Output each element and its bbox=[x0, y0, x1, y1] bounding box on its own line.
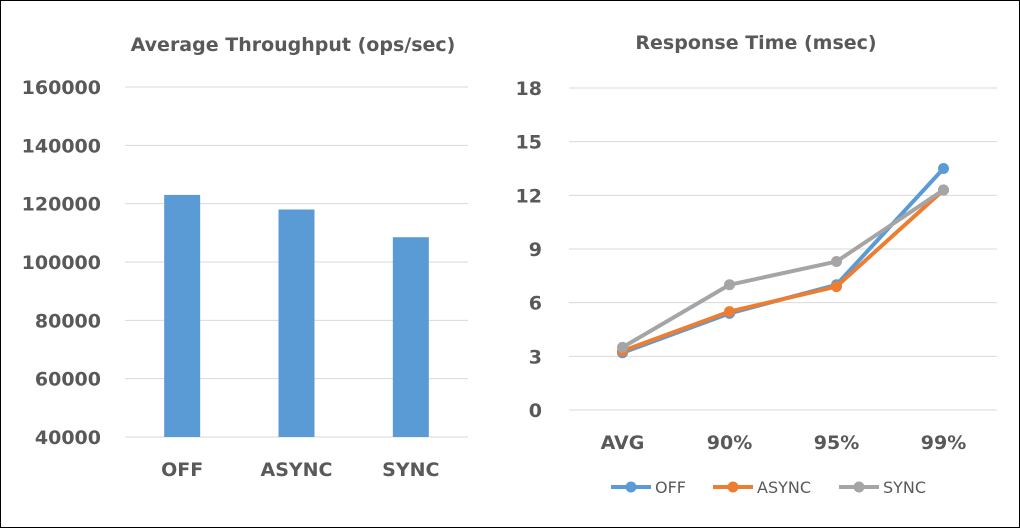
line-y-tick-label: 3 bbox=[529, 346, 542, 368]
line-y-tick-label: 15 bbox=[516, 132, 542, 154]
bar-y-tick-label: 100000 bbox=[22, 252, 101, 274]
line-x-tick-label: 99% bbox=[921, 432, 966, 454]
bar-x-tick-label: OFF bbox=[161, 459, 203, 481]
data-point-async bbox=[724, 306, 735, 318]
bar-x-tick-label: ASYNC bbox=[261, 459, 333, 481]
data-point-sync bbox=[617, 341, 628, 353]
bar-chart-title: Average Throughput (ops/sec) bbox=[131, 34, 456, 56]
data-point-sync bbox=[831, 256, 842, 268]
response-time-line-chart: Response Time (msec) 0 3 6 9 12 15 18 AVG 90% 95… bbox=[516, 32, 997, 497]
legend-marker-sync bbox=[853, 481, 865, 493]
line-x-axis-ticks: AVG 90% 95% 99% bbox=[601, 432, 967, 454]
data-point-sync bbox=[724, 279, 735, 291]
bar-x-tick-label: SYNC bbox=[382, 459, 439, 481]
line-y-axis-ticks: 0 3 6 9 12 15 18 bbox=[516, 78, 542, 422]
line-x-tick-label: 95% bbox=[814, 432, 859, 454]
bar-off bbox=[164, 194, 201, 437]
throughput-bar-chart: Average Throughput (ops/sec) 40000 60000 8… bbox=[22, 34, 468, 481]
bar-x-axis-ticks: OFF ASYNC SYNC bbox=[161, 459, 439, 481]
series-line-sync bbox=[620, 187, 946, 350]
bar-y-tick-label: 160000 bbox=[22, 77, 101, 99]
bar-async bbox=[278, 209, 315, 437]
line-x-tick-label: 90% bbox=[707, 432, 752, 454]
data-point-off bbox=[938, 163, 949, 174]
bar-y-tick-label: 40000 bbox=[35, 427, 101, 449]
line-y-tick-label: 6 bbox=[529, 293, 542, 315]
line-y-tick-label: 0 bbox=[529, 400, 542, 422]
series-async bbox=[617, 184, 949, 357]
line-series bbox=[617, 163, 949, 359]
line-y-tick-label: 9 bbox=[529, 239, 542, 261]
legend-label-sync: SYNC bbox=[883, 478, 926, 497]
bar-y-tick-label: 120000 bbox=[22, 194, 101, 216]
series-line-async bbox=[620, 187, 946, 353]
line-y-tick-label: 12 bbox=[516, 185, 542, 207]
bar-y-tick-label: 140000 bbox=[22, 135, 101, 157]
line-chart-title: Response Time (msec) bbox=[635, 32, 876, 54]
series-line-off bbox=[620, 166, 946, 355]
data-point-sync bbox=[938, 184, 949, 196]
bar-series bbox=[164, 194, 429, 437]
line-gridlines bbox=[569, 87, 997, 411]
bar-sync bbox=[392, 237, 429, 437]
bar-y-tick-label: 80000 bbox=[35, 310, 101, 332]
legend-label-async: ASYNC bbox=[757, 478, 811, 497]
data-point-async bbox=[831, 281, 842, 293]
legend-marker-off bbox=[625, 481, 637, 493]
series-sync bbox=[617, 184, 949, 353]
legend-label-off: OFF bbox=[655, 478, 686, 497]
bar-y-tick-label: 60000 bbox=[35, 369, 101, 391]
line-legend: OFF ASYNC SYNC bbox=[611, 478, 926, 497]
line-y-tick-label: 18 bbox=[516, 78, 542, 100]
legend-marker-async bbox=[727, 481, 739, 493]
line-x-tick-label: AVG bbox=[601, 432, 645, 454]
bar-y-axis-ticks: 40000 60000 80000 100000 120000 140000 160000 bbox=[22, 77, 101, 449]
series-off bbox=[617, 163, 949, 359]
